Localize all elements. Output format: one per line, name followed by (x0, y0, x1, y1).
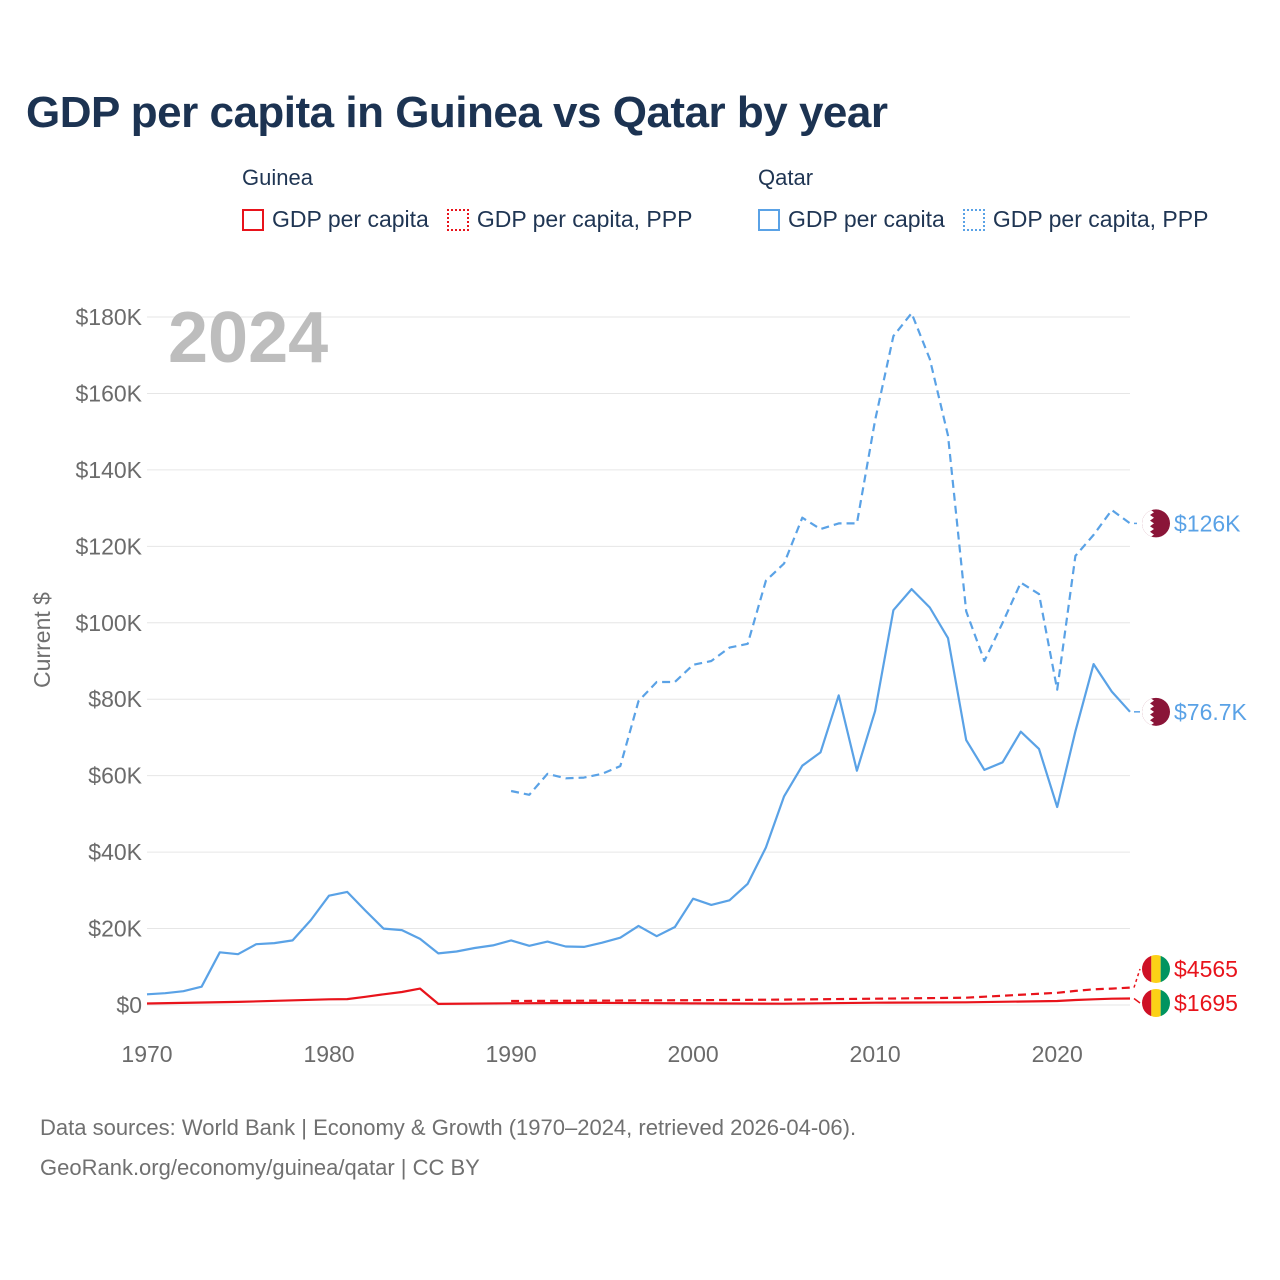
y-tick-label: $40K (88, 839, 142, 865)
y-tick-label: $60K (88, 763, 142, 789)
y-tick-label: $20K (88, 916, 142, 942)
guinea-flag-icon (1133, 955, 1170, 988)
chart-title: GDP per capita in Guinea vs Qatar by yea… (26, 88, 888, 137)
flag-white-band (1142, 697, 1154, 726)
legend-group-name: Qatar (758, 165, 814, 190)
y-tick-label: $160K (75, 380, 142, 406)
source-line-2[interactable]: GeoRank.org/economy/guinea/qatar | CC BY (40, 1155, 480, 1180)
year-watermark: 2024 (168, 298, 328, 378)
end-value-label: $1695 (1174, 990, 1238, 1016)
legend-item-label: GDP per capita (788, 206, 945, 232)
x-tick-label: 1990 (485, 1041, 536, 1067)
legend-group-guinea: Guinea GDP per capita GDP per capita, PP… (242, 164, 710, 233)
legend-item-qatar-gdp[interactable]: GDP per capita (758, 206, 945, 233)
legend-item-qatar-gdp-ppp[interactable]: GDP per capita, PPP (962, 206, 1209, 233)
legend-swatch-solid (758, 208, 780, 231)
y-tick-label: $140K (75, 457, 142, 483)
qatar-flag-icon (1134, 509, 1170, 538)
legend-swatch-dotted (446, 208, 469, 231)
x-tick-label: 1980 (303, 1041, 354, 1067)
series-line-guinea-gdp-per-capita-ppp[interactable] (511, 986, 1131, 1003)
guinea-flag-icon (1133, 989, 1170, 1017)
legend-item-guinea-gdp[interactable]: GDP per capita (242, 206, 429, 233)
qatar-flag-icon (1134, 697, 1170, 726)
y-axis: $0 $20K $40K $60K $80K $100K $120K $140K $160K $1… (75, 304, 142, 1018)
legend-group-qatar: Qatar GDP per capita GDP per capita, PPP (758, 164, 1226, 233)
flag-white-band (1142, 509, 1154, 538)
y-tick-label: $80K (88, 686, 142, 712)
line-chart: 2024 $0 $20K $40K $60K $80K $100K $120K $140K $1… (29, 298, 1248, 1067)
end-value-label: $4565 (1174, 956, 1238, 982)
flag-red-band (1142, 989, 1152, 1017)
end-connector (1133, 997, 1141, 1004)
y-tick-label: $0 (116, 992, 142, 1018)
end-connector (1133, 968, 1141, 988)
source-line-1: Data sources: World Bank | Economy & Gro… (40, 1115, 857, 1140)
legend-item-label: GDP per capita (272, 206, 429, 232)
end-value-label: $76.7K (1174, 699, 1248, 725)
legend-item-label: GDP per capita, PPP (992, 206, 1209, 232)
series-line-qatar-gdp-per-capita-ppp[interactable] (510, 312, 1131, 796)
legend-swatch-dotted (962, 208, 985, 231)
y-axis-label: Current $ (29, 592, 55, 688)
legend-group-name: Guinea (242, 165, 313, 190)
x-tick-label: 2020 (1032, 1041, 1083, 1067)
series-layer (146, 312, 1131, 1006)
grid-lines (147, 316, 1130, 1006)
end-markers: $126K $76.7K $4565 $1695 (1133, 509, 1248, 1017)
legend-item-guinea-gdp-ppp[interactable]: GDP per capita, PPP (446, 206, 693, 233)
source-note: Data sources: World Bank | Economy & Gro… (40, 1108, 856, 1188)
y-tick-label: $180K (75, 304, 142, 330)
x-tick-label: 2000 (668, 1041, 719, 1067)
series-line-guinea-gdp-per-capita[interactable] (146, 987, 1131, 1006)
legend-swatch-solid (242, 208, 264, 231)
flag-red-band (1142, 955, 1152, 983)
end-value-label: $126K (1174, 510, 1241, 536)
y-tick-label: $100K (75, 610, 142, 636)
flag-yellow-band (1151, 955, 1161, 983)
x-axis: 1970 1980 1990 2000 2010 2020 (121, 1041, 1082, 1067)
flag-yellow-band (1151, 989, 1161, 1017)
y-tick-label: $120K (75, 533, 142, 559)
flag-green-band (1160, 989, 1170, 1017)
x-tick-label: 1970 (121, 1041, 172, 1067)
flag-green-band (1160, 955, 1170, 983)
series-line-qatar-gdp-per-capita[interactable] (146, 587, 1131, 996)
legend-item-label: GDP per capita, PPP (476, 206, 693, 232)
x-tick-label: 2010 (850, 1041, 901, 1067)
